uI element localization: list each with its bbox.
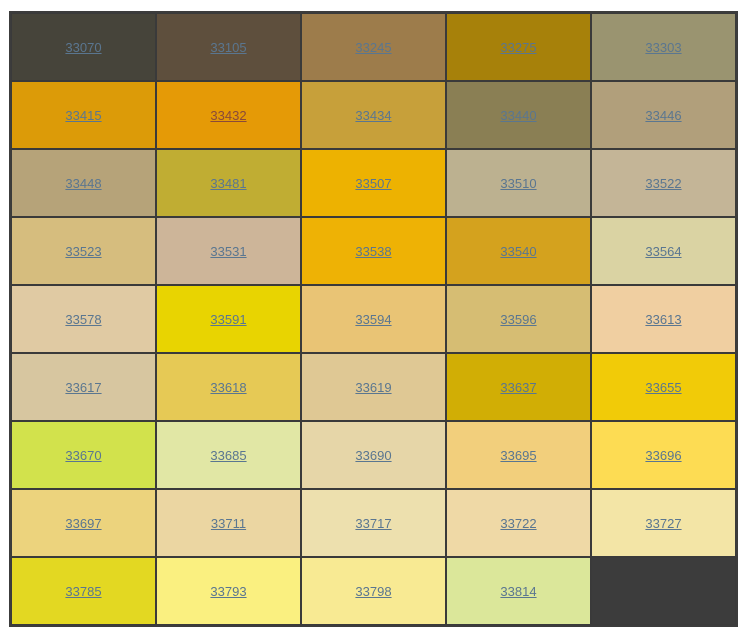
swatch-cell-33415: 33415	[11, 81, 156, 149]
swatch-link-33481[interactable]: 33481	[210, 175, 247, 191]
swatch-link-33617[interactable]: 33617	[65, 379, 102, 395]
swatch-link-33618[interactable]: 33618	[210, 379, 247, 395]
swatch-link-33510[interactable]: 33510	[500, 175, 537, 191]
swatch-cell-33448: 33448	[11, 149, 156, 217]
swatch-cell-33618: 33618	[156, 353, 301, 421]
color-swatch-grid: 33070 33105 33245 33275 33303 33415 33432 33434…	[9, 11, 738, 627]
swatch-cell-33564: 33564	[591, 217, 736, 285]
swatch-cell-33695: 33695	[446, 421, 591, 489]
swatch-link-33507[interactable]: 33507	[355, 175, 392, 191]
swatch-link-33432[interactable]: 33432	[210, 107, 247, 123]
swatch-cell-33105: 33105	[156, 13, 301, 81]
swatch-cell-33594: 33594	[301, 285, 446, 353]
swatch-cell-33727: 33727	[591, 489, 736, 557]
swatch-link-33695[interactable]: 33695	[500, 447, 537, 463]
swatch-cell-33619: 33619	[301, 353, 446, 421]
empty-cell	[591, 557, 736, 625]
swatch-cell-33578: 33578	[11, 285, 156, 353]
swatch-cell-33690: 33690	[301, 421, 446, 489]
swatch-link-33415[interactable]: 33415	[65, 107, 102, 123]
swatch-cell-33440: 33440	[446, 81, 591, 149]
swatch-cell-33596: 33596	[446, 285, 591, 353]
swatch-link-33596[interactable]: 33596	[500, 311, 537, 327]
swatch-link-33793[interactable]: 33793	[210, 583, 247, 599]
swatch-link-33578[interactable]: 33578	[65, 311, 102, 327]
swatch-cell-33670: 33670	[11, 421, 156, 489]
swatch-cell-33434: 33434	[301, 81, 446, 149]
swatch-link-33275[interactable]: 33275	[500, 39, 537, 55]
swatch-cell-33275: 33275	[446, 13, 591, 81]
swatch-link-33245[interactable]: 33245	[355, 39, 392, 55]
swatch-cell-33785: 33785	[11, 557, 156, 625]
swatch-cell-33432: 33432	[156, 81, 301, 149]
swatch-cell-33446: 33446	[591, 81, 736, 149]
swatch-cell-33531: 33531	[156, 217, 301, 285]
swatch-link-33531[interactable]: 33531	[210, 243, 247, 259]
swatch-cell-33798: 33798	[301, 557, 446, 625]
swatch-link-33538[interactable]: 33538	[355, 243, 392, 259]
swatch-link-33564[interactable]: 33564	[645, 243, 682, 259]
swatch-link-33540[interactable]: 33540	[500, 243, 537, 259]
swatch-link-33655[interactable]: 33655	[645, 379, 682, 395]
swatch-cell-33655: 33655	[591, 353, 736, 421]
swatch-cell-33696: 33696	[591, 421, 736, 489]
swatch-cell-33697: 33697	[11, 489, 156, 557]
swatch-link-33105[interactable]: 33105	[210, 39, 247, 55]
swatch-cell-33070: 33070	[11, 13, 156, 81]
swatch-link-33814[interactable]: 33814	[500, 583, 537, 599]
swatch-link-33619[interactable]: 33619	[355, 379, 392, 395]
swatch-link-33446[interactable]: 33446	[645, 107, 682, 123]
swatch-link-33798[interactable]: 33798	[355, 583, 392, 599]
swatch-link-33696[interactable]: 33696	[645, 447, 682, 463]
swatch-cell-33507: 33507	[301, 149, 446, 217]
swatch-link-33613[interactable]: 33613	[645, 311, 682, 327]
swatch-link-33440[interactable]: 33440	[500, 107, 537, 123]
swatch-cell-33717: 33717	[301, 489, 446, 557]
swatch-cell-33522: 33522	[591, 149, 736, 217]
swatch-link-33637[interactable]: 33637	[500, 379, 537, 395]
swatch-link-33448[interactable]: 33448	[65, 175, 102, 191]
swatch-cell-33722: 33722	[446, 489, 591, 557]
swatch-cell-33540: 33540	[446, 217, 591, 285]
swatch-cell-33637: 33637	[446, 353, 591, 421]
swatch-link-33594[interactable]: 33594	[355, 311, 392, 327]
swatch-link-33727[interactable]: 33727	[645, 515, 682, 531]
swatch-link-33717[interactable]: 33717	[355, 515, 392, 531]
swatch-cell-33510: 33510	[446, 149, 591, 217]
swatch-link-33591[interactable]: 33591	[210, 311, 247, 327]
swatch-link-33670[interactable]: 33670	[65, 447, 102, 463]
swatch-cell-33814: 33814	[446, 557, 591, 625]
swatch-link-33523[interactable]: 33523	[65, 243, 102, 259]
swatch-link-33303[interactable]: 33303	[645, 39, 682, 55]
swatch-cell-33613: 33613	[591, 285, 736, 353]
swatch-link-33697[interactable]: 33697	[65, 515, 102, 531]
swatch-link-33685[interactable]: 33685	[210, 447, 247, 463]
swatch-cell-33481: 33481	[156, 149, 301, 217]
swatch-cell-33245: 33245	[301, 13, 446, 81]
swatch-link-33711[interactable]: 33711	[210, 515, 247, 531]
swatch-cell-33591: 33591	[156, 285, 301, 353]
swatch-cell-33538: 33538	[301, 217, 446, 285]
swatch-link-33785[interactable]: 33785	[65, 583, 102, 599]
swatch-link-33434[interactable]: 33434	[355, 107, 392, 123]
swatch-link-33070[interactable]: 33070	[65, 39, 102, 55]
swatch-cell-33617: 33617	[11, 353, 156, 421]
swatch-link-33722[interactable]: 33722	[500, 515, 537, 531]
swatch-cell-33685: 33685	[156, 421, 301, 489]
swatch-link-33690[interactable]: 33690	[355, 447, 392, 463]
swatch-link-33522[interactable]: 33522	[645, 175, 682, 191]
swatch-cell-33711: 33711	[156, 489, 301, 557]
swatch-cell-33303: 33303	[591, 13, 736, 81]
swatch-cell-33523: 33523	[11, 217, 156, 285]
swatch-cell-33793: 33793	[156, 557, 301, 625]
